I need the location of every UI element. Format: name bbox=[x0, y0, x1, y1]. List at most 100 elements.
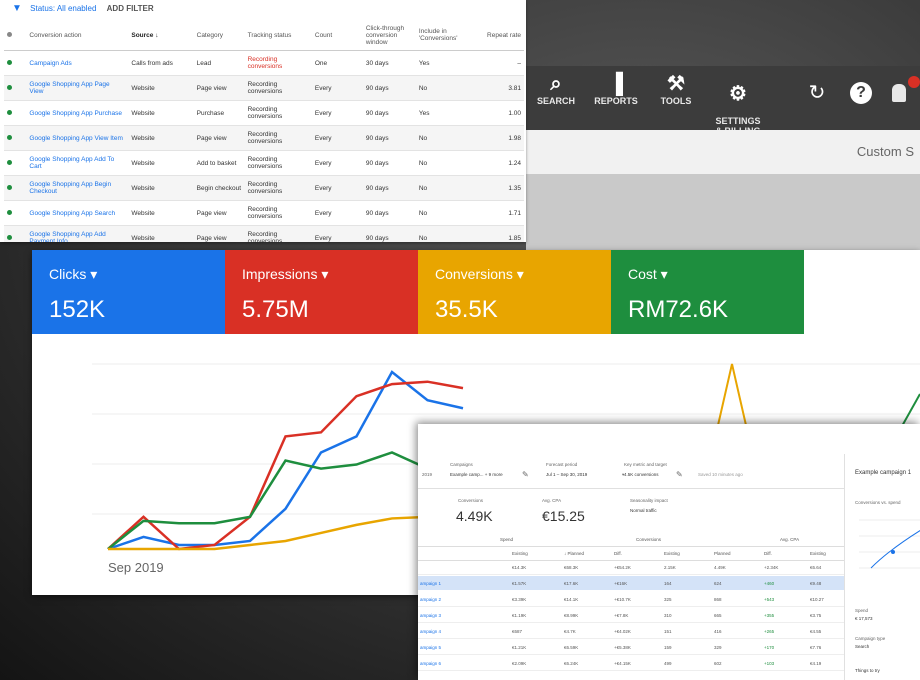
impressions-label[interactable]: Impressions ▾ bbox=[242, 266, 329, 282]
nav-reports[interactable]: ▐ REPORTS bbox=[586, 72, 646, 106]
cell-name[interactable]: Google Shopping App Search bbox=[26, 200, 129, 226]
cell-count: Every bbox=[311, 175, 363, 201]
row-cell: +103 bbox=[764, 661, 775, 666]
column-header[interactable]: Category bbox=[193, 20, 245, 51]
campaign-row[interactable]: ampaign 4 €687 €4.7K +€4.02K 151 416 +265 €4.55 bbox=[418, 624, 844, 639]
cost-label[interactable]: Cost ▾ bbox=[628, 266, 668, 282]
cell-name[interactable]: Google Shopping App Page View bbox=[26, 75, 129, 101]
cost-tile[interactable]: Cost ▾ RM72.6K bbox=[611, 250, 804, 334]
help-icon[interactable]: ? bbox=[850, 82, 872, 104]
row-cell: +€16K bbox=[614, 581, 628, 586]
campaign-row[interactable]: ampaign 1 €1.57K €17.6K +€16K 164 624 +460 €9.4… bbox=[418, 576, 844, 590]
column-header[interactable]: Include in 'Conversions' bbox=[415, 20, 469, 51]
row-cell: +460 bbox=[764, 581, 775, 586]
campaign-name[interactable]: ampaign 4 bbox=[420, 629, 442, 634]
table-row[interactable]: Google Shopping App Add Payment Info Webs… bbox=[4, 225, 524, 242]
nav-tools-label: TOOLS bbox=[660, 96, 692, 106]
column-header[interactable]: Tracking status bbox=[244, 20, 312, 51]
refresh-icon[interactable]: ↻ bbox=[808, 82, 826, 104]
cell-name[interactable]: Google Shopping App View Item bbox=[26, 125, 129, 151]
status-filter[interactable]: Status: All enabled bbox=[30, 4, 97, 13]
row-cell: 164 bbox=[664, 581, 672, 586]
edit-icon[interactable]: ✎ bbox=[676, 470, 683, 479]
total-cell: €68.3K bbox=[564, 565, 579, 570]
cell-include: Yes bbox=[415, 100, 469, 126]
series-line-1 bbox=[107, 380, 464, 551]
column-header[interactable]: Count bbox=[311, 20, 363, 51]
cell-name[interactable]: Google Shopping App Add Payment Info bbox=[26, 225, 129, 242]
nav-tools[interactable]: ⚒ TOOLS bbox=[646, 72, 706, 106]
cell-include: Yes bbox=[415, 50, 469, 76]
row-cell: +€10.7K bbox=[614, 597, 631, 602]
nav-search-label: SEARCH bbox=[536, 96, 575, 106]
campaign-name[interactable]: ampaign 1 bbox=[420, 581, 442, 586]
column-header[interactable]: Source ↓ bbox=[128, 20, 194, 51]
campaign-row[interactable]: ampaign 2 €3.39K €14.1K +€10.7K 325 868 +543 €1… bbox=[418, 592, 844, 607]
campaign-name[interactable]: ampaign 3 bbox=[420, 613, 442, 618]
reports-icon: ▐ bbox=[608, 73, 624, 95]
row-cell: €9.48 bbox=[810, 581, 822, 586]
dropdown-icon[interactable]: ▾ bbox=[622, 472, 625, 477]
cell-status: Recording conversions bbox=[244, 175, 312, 201]
forecast-period-selector[interactable]: Jul 1 – Sep 30, 2019 bbox=[546, 472, 588, 477]
status-dot-cell bbox=[4, 225, 27, 242]
table-row[interactable]: Google Shopping App View Item Website Page… bbox=[4, 125, 524, 151]
nav-search[interactable]: ⌕ SEARCH bbox=[526, 72, 586, 106]
conversion-actions-table-panel: ▼ Status: All enabled ADD FILTER Convers… bbox=[0, 0, 526, 242]
conversions-tile[interactable]: Conversions ▾ 35.5K bbox=[418, 250, 611, 334]
cell-status: Recording conversions bbox=[244, 75, 312, 101]
campaign-row[interactable]: ampaign 3 €1.19K €8.99K +€7.8K 310 665 +355 €3.… bbox=[418, 608, 844, 623]
key-metric-selector[interactable]: 4.5K conversions bbox=[624, 472, 659, 477]
column-header[interactable]: Existing bbox=[664, 551, 680, 556]
clicks-tile[interactable]: Clicks ▾ 152K bbox=[32, 250, 225, 334]
table-row[interactable]: Campaign Ads Calls from ads Lead Recording … bbox=[4, 50, 524, 76]
enabled-status-icon bbox=[7, 234, 12, 240]
cell-name[interactable]: Campaign Ads bbox=[26, 50, 129, 76]
edit-icon[interactable]: ✎ bbox=[522, 470, 529, 479]
cell-count: Every bbox=[311, 125, 363, 151]
table-row[interactable]: Google Shopping App Purchase Website Purch… bbox=[4, 100, 524, 126]
column-header[interactable]: Existing bbox=[810, 551, 826, 556]
custom-range-label[interactable]: Custom S bbox=[856, 144, 914, 159]
column-header[interactable]: Diff. bbox=[614, 551, 622, 556]
campaign-row[interactable]: ampaign 6 €2.09K €6.24K +€4.15K 499 602 +103 €4… bbox=[418, 656, 844, 671]
group-header: Avg. CPA bbox=[780, 537, 800, 542]
campaign-name[interactable]: ampaign 2 bbox=[420, 597, 442, 602]
column-header[interactable]: Diff. bbox=[764, 551, 772, 556]
cell-source: Website bbox=[128, 225, 194, 242]
table-row[interactable]: Google Shopping App Page View Website Page… bbox=[4, 75, 524, 101]
campaign-name[interactable]: ampaign 6 bbox=[420, 661, 442, 666]
add-filter-button[interactable]: ADD FILTER bbox=[106, 4, 154, 13]
campaign-name[interactable]: ampaign 5 bbox=[420, 645, 442, 650]
cell-name[interactable]: Google Shopping App Add To Cart bbox=[26, 150, 129, 176]
campaign-row[interactable]: ampaign 5 €1.21K €6.59K +€5.38K 159 329 +170 €7… bbox=[418, 640, 844, 655]
cell-rate: 1.00 bbox=[468, 100, 524, 126]
cell-name[interactable]: Google Shopping App Begin Checkout bbox=[26, 175, 129, 201]
spend-value: € 17,573 bbox=[855, 616, 873, 621]
nav-settings-billing[interactable]: ⚙ SETTINGS & BILLING bbox=[708, 72, 768, 136]
clicks-label[interactable]: Clicks ▾ bbox=[49, 266, 98, 282]
column-header[interactable]: Conversion action bbox=[26, 20, 129, 51]
row-cell: +€7.8K bbox=[614, 613, 629, 618]
campaigns-selector[interactable]: Example camp... + 9 more bbox=[450, 472, 503, 477]
conversions-label[interactable]: Conversions ▾ bbox=[435, 266, 524, 282]
notifications-icon[interactable] bbox=[892, 84, 906, 102]
column-header[interactable]: Click-through conversion window bbox=[362, 20, 416, 51]
cell-name[interactable]: Google Shopping App Purchase bbox=[26, 100, 129, 126]
table-row[interactable]: Google Shopping App Begin Checkout Websit… bbox=[4, 175, 524, 201]
row-cell: €2.09K bbox=[512, 661, 527, 666]
cell-status: Recording conversions bbox=[244, 225, 312, 242]
column-header[interactable]: Repeat rate bbox=[468, 20, 524, 51]
row-cell: +543 bbox=[764, 597, 775, 602]
table-row[interactable]: Google Shopping App Search Website Page vi… bbox=[4, 200, 524, 226]
table-row[interactable]: Google Shopping App Add To Cart Website Ad… bbox=[4, 150, 524, 176]
cell-status: Recording conversions bbox=[244, 125, 312, 151]
cell-include: No bbox=[415, 75, 469, 101]
column-header[interactable]: ↓ Planned bbox=[564, 551, 585, 556]
column-header[interactable]: Planned bbox=[714, 551, 731, 556]
filter-icon[interactable]: ▼ bbox=[12, 3, 22, 14]
cell-window: 90 days bbox=[362, 200, 416, 226]
table-column-header-row: Existing ↓ Planned Diff. Existing Planned Dif… bbox=[418, 546, 844, 561]
impressions-tile[interactable]: Impressions ▾ 5.75M bbox=[225, 250, 418, 334]
column-header[interactable]: Existing bbox=[512, 551, 528, 556]
